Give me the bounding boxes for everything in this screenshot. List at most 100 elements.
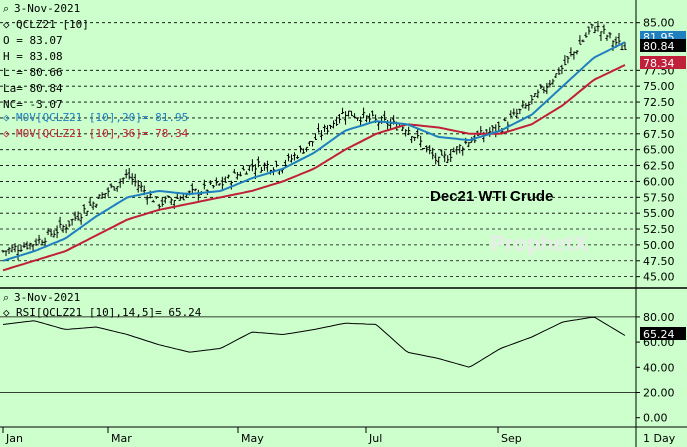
- price-bar: [229, 180, 233, 190]
- price-bar: [590, 23, 594, 29]
- price-bar: [515, 108, 519, 119]
- price-bar: [509, 110, 513, 118]
- price-tick-label: 55.00: [643, 207, 675, 220]
- price-bar: [491, 125, 495, 132]
- lower-date: 3-Nov-2021: [14, 291, 80, 304]
- price-tick-label: 60.00: [643, 175, 675, 188]
- price-bar: [34, 238, 38, 246]
- price-bar: [572, 51, 576, 60]
- price-tick-label: 52.50: [643, 223, 675, 236]
- price-bar: [259, 166, 264, 173]
- time-tick-label: Mar: [111, 432, 132, 445]
- price-bar: [452, 147, 456, 153]
- price-tick-label: 72.50: [643, 96, 675, 109]
- price-bar: [244, 171, 248, 175]
- price-bar: [124, 169, 128, 179]
- rsi-tag: [640, 327, 686, 340]
- price-bar: [217, 183, 221, 186]
- upper-magnifier-icon[interactable]: ⌕: [3, 2, 9, 15]
- price-bar: [467, 142, 471, 148]
- rsi-tick-label: 0.00: [643, 412, 668, 425]
- price-bar: [262, 162, 267, 171]
- price-bar: [334, 116, 339, 126]
- rsi-tick-label: 20.00: [643, 387, 675, 400]
- price-bar: [503, 118, 507, 122]
- interval-label[interactable]: 1 Day: [643, 432, 676, 445]
- price-bar: [440, 149, 444, 156]
- price-bar: [118, 178, 122, 188]
- symbol-diamond-icon: ◇: [3, 18, 10, 31]
- price-bar: [16, 245, 20, 261]
- price-bar: [361, 107, 366, 119]
- price-bar: [139, 181, 143, 192]
- price-tick-label: 85.00: [643, 17, 675, 30]
- high-value: H = 83.08: [3, 50, 63, 63]
- price-bar: [298, 145, 303, 153]
- ma36-price-tag: [640, 56, 686, 69]
- price-bar: [575, 50, 579, 55]
- net-change-value: NC= -3.07: [3, 98, 63, 111]
- price-bar: [623, 41, 627, 51]
- price-bar: [274, 160, 279, 168]
- price-bar: [551, 78, 555, 85]
- price-bar: [31, 244, 35, 252]
- price-bar: [208, 180, 212, 185]
- rsi-panel[interactable]: [0, 290, 636, 427]
- price-bar: [250, 159, 255, 172]
- price-axis-ticks: 45.00 47.50 50.00 52.50 55.00 57.50 60.00 62.50…: [636, 17, 675, 284]
- price-bar: [437, 156, 441, 166]
- last-tag-text: 80.84: [643, 40, 675, 53]
- price-bar: [193, 188, 197, 192]
- price-bar: [416, 129, 420, 139]
- price-bar: [370, 110, 375, 117]
- rsi-tag-text: 65.24: [643, 328, 675, 341]
- price-bar: [316, 123, 321, 133]
- price-panel[interactable]: [0, 0, 636, 286]
- time-tick-label: May: [241, 432, 264, 445]
- price-bar: [521, 100, 525, 109]
- price-bar: [377, 120, 381, 131]
- price-bar: [226, 174, 230, 179]
- price-bar: [319, 130, 324, 141]
- price-bar: [461, 146, 465, 156]
- price-bar: [545, 82, 549, 95]
- price-bar: [425, 145, 429, 153]
- rsi-line: [2, 316, 626, 368]
- price-bar: [364, 115, 369, 123]
- price-bar: [446, 155, 450, 164]
- price-bar: [295, 155, 300, 159]
- ma36-line: [2, 64, 626, 272]
- price-bar: [542, 86, 546, 94]
- time-axis[interactable]: Jan Mar May Jul Sep: [2, 427, 522, 445]
- price-bar: [313, 133, 318, 140]
- price-bar: [292, 152, 297, 161]
- price-bar: [413, 136, 417, 141]
- price-bar: [301, 148, 306, 154]
- price-bar: [434, 152, 438, 165]
- price-bar: [64, 224, 68, 234]
- price-tick-label: 70.00: [643, 112, 675, 125]
- price-bar: [566, 56, 570, 64]
- price-bar: [367, 113, 372, 124]
- price-bar: [178, 195, 182, 201]
- price-bar: [404, 129, 408, 137]
- price-bar: [241, 165, 245, 171]
- price-bar: [596, 21, 600, 32]
- price-bar: [232, 168, 236, 174]
- price-bar: [455, 146, 459, 155]
- price-bar: [617, 32, 621, 46]
- price-bar: [563, 55, 567, 66]
- lower-magnifier-icon[interactable]: ⌕: [3, 291, 9, 304]
- price-bar: [10, 244, 14, 253]
- price-bar: [289, 154, 294, 163]
- rsi-tick-label: 40.00: [643, 361, 675, 374]
- price-bar: [13, 243, 17, 253]
- price-bar: [322, 124, 327, 133]
- price-bar: [602, 24, 606, 35]
- ma36-tag-text: 78.34: [643, 57, 675, 70]
- price-bar: [130, 173, 134, 185]
- price-bar: [605, 34, 609, 41]
- price-bar: [428, 145, 432, 155]
- price-bar: [1, 250, 5, 253]
